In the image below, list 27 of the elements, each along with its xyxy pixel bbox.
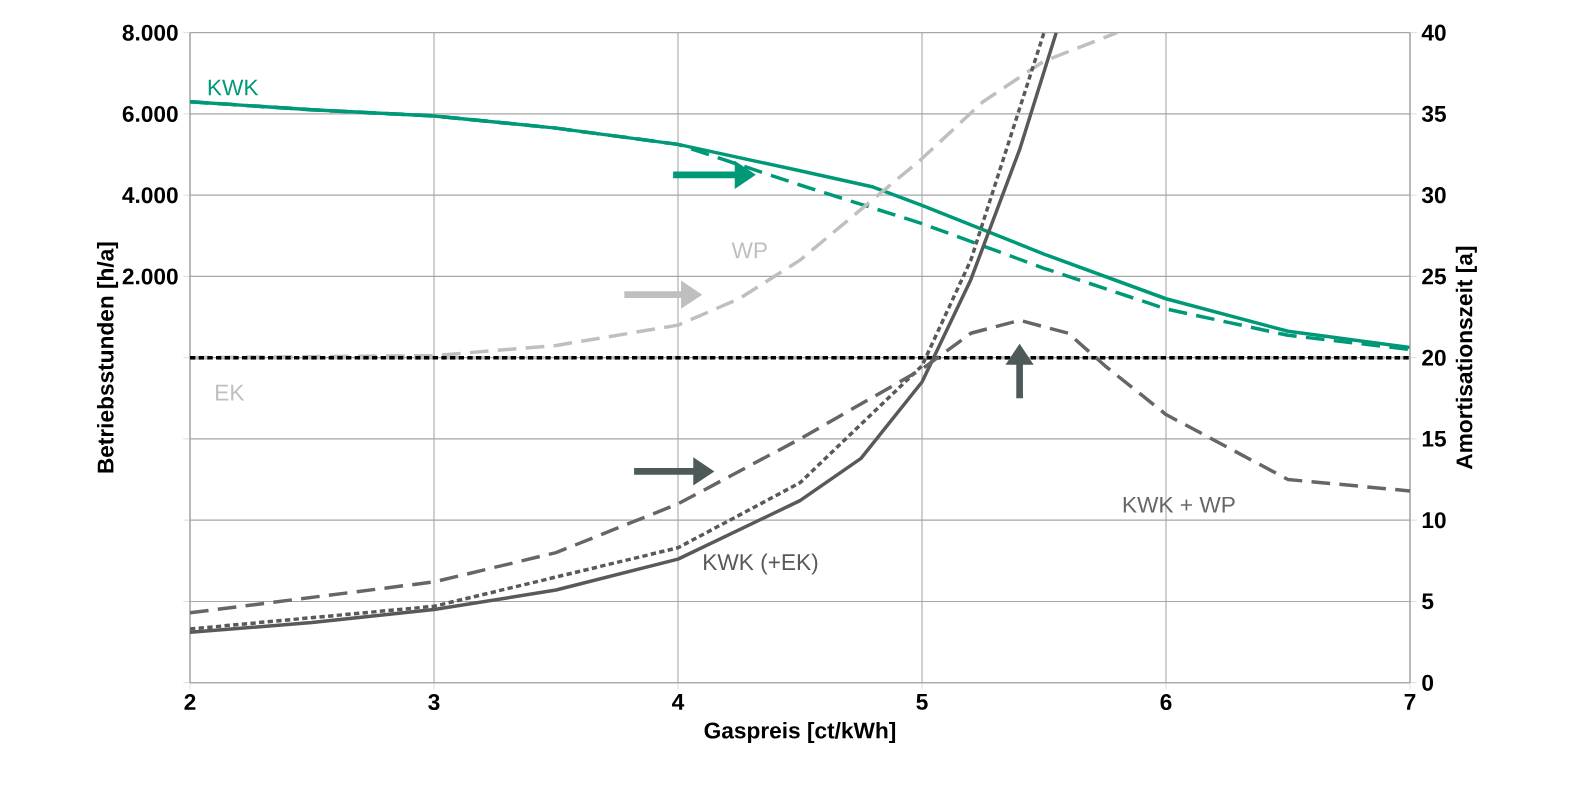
y2-tick-label: 35: [1421, 106, 1446, 123]
y-tick-label: 4.000: [122, 187, 178, 204]
x-tick-label: 5: [916, 694, 928, 711]
series-label: KWK + WP: [1123, 497, 1235, 513]
y-axis-title: Betriebsstunden [h/a]: [96, 242, 119, 473]
series-label: KWK (+EK): [704, 553, 818, 575]
y2-tick-label: 40: [1421, 24, 1446, 41]
y2-tick-label: 10: [1422, 512, 1446, 529]
y2-tick-label: 0: [1422, 674, 1434, 691]
y2-tick-label: 25: [1422, 268, 1446, 285]
y-tick-label: 6.000: [122, 106, 178, 123]
x-tick-label: 2: [184, 694, 196, 711]
x-tick-label: 7: [1404, 694, 1416, 710]
series-label: EK: [216, 384, 245, 401]
y2-tick-label: 15: [1422, 431, 1446, 447]
series-label: WP: [731, 242, 767, 259]
x-tick-label: 6: [1160, 694, 1172, 711]
series-label: KWK: [208, 79, 259, 96]
x-tick-label: 3: [428, 694, 440, 711]
y2-tick-label: 5: [1422, 593, 1434, 610]
y-tick-label: 2.000: [122, 268, 178, 285]
y2-tick-label: 20: [1422, 349, 1446, 366]
x-tick-label: 4: [672, 694, 685, 710]
x-axis-title: Gaspreis [ct/kWh]: [704, 722, 896, 744]
y-tick-label: 8.000: [122, 24, 178, 41]
y2-axis-title: Amortisationszeit [a]: [1455, 247, 1477, 470]
y2-tick-label: 30: [1421, 187, 1446, 204]
